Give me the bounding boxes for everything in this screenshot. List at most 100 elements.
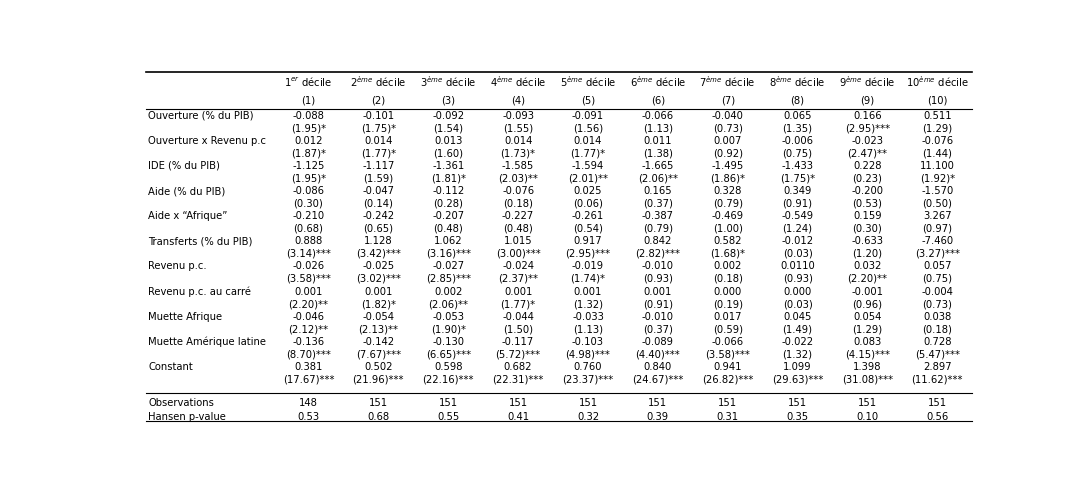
Text: 151: 151: [718, 398, 738, 408]
Text: 0.511: 0.511: [923, 110, 952, 120]
Text: (3.14)***: (3.14)***: [286, 249, 331, 259]
Text: Muette Amérique latine: Muette Amérique latine: [149, 336, 266, 347]
Text: (0.93): (0.93): [782, 274, 813, 284]
Text: 0.001: 0.001: [503, 287, 533, 297]
Text: (3.16)***: (3.16)***: [425, 249, 471, 259]
Text: -0.022: -0.022: [781, 337, 814, 347]
Text: (0.73): (0.73): [922, 299, 953, 309]
Text: -1.594: -1.594: [572, 161, 604, 171]
Text: (3.27)***: (3.27)***: [915, 249, 960, 259]
Text: 0.166: 0.166: [853, 110, 882, 120]
Text: (1.38): (1.38): [643, 148, 673, 158]
Text: (2.06)**: (2.06)**: [429, 299, 469, 309]
Text: (0.14): (0.14): [363, 199, 393, 209]
Text: -0.025: -0.025: [362, 262, 395, 271]
Text: -0.040: -0.040: [712, 110, 743, 120]
Text: 151: 151: [369, 398, 388, 408]
Text: (29.63)***: (29.63)***: [771, 374, 824, 384]
Text: -0.004: -0.004: [921, 287, 954, 297]
Text: (1.74)*: (1.74)*: [571, 274, 605, 284]
Text: -0.026: -0.026: [292, 262, 324, 271]
Text: (26.82)***: (26.82)***: [702, 374, 753, 384]
Text: -0.117: -0.117: [502, 337, 534, 347]
Text: 0.001: 0.001: [574, 287, 602, 297]
Text: (1.92)*: (1.92)*: [920, 173, 955, 183]
Text: -0.130: -0.130: [432, 337, 464, 347]
Text: 1.128: 1.128: [365, 236, 393, 246]
Text: (8.70)***: (8.70)***: [286, 349, 331, 360]
Text: (2.95)***: (2.95)***: [845, 123, 890, 133]
Text: 1.099: 1.099: [783, 362, 812, 372]
Text: (11.62)***: (11.62)***: [911, 374, 963, 384]
Text: -0.136: -0.136: [292, 337, 324, 347]
Text: 0.381: 0.381: [294, 362, 322, 372]
Text: (23.37)***: (23.37)***: [562, 374, 614, 384]
Text: -0.549: -0.549: [781, 211, 814, 221]
Text: 2$^{ème}$ décile: 2$^{ème}$ décile: [350, 75, 407, 89]
Text: -0.024: -0.024: [502, 262, 534, 271]
Text: -0.101: -0.101: [362, 110, 395, 120]
Text: -1.117: -1.117: [362, 161, 395, 171]
Text: (3.00)***: (3.00)***: [496, 249, 540, 259]
Text: Hansen p-value: Hansen p-value: [149, 412, 226, 422]
Text: (3.42)***: (3.42)***: [356, 249, 400, 259]
Text: 10$^{ème}$ décile: 10$^{ème}$ décile: [906, 75, 969, 89]
Text: -0.112: -0.112: [432, 186, 464, 196]
Text: (0.75): (0.75): [922, 274, 953, 284]
Text: (0.37): (0.37): [643, 199, 673, 209]
Text: -0.200: -0.200: [852, 186, 883, 196]
Text: 0.888: 0.888: [294, 236, 322, 246]
Text: (4): (4): [511, 96, 525, 106]
Text: (22.31)***: (22.31)***: [493, 374, 544, 384]
Text: -0.047: -0.047: [362, 186, 394, 196]
Text: (4.98)***: (4.98)***: [565, 349, 611, 360]
Text: 0.165: 0.165: [643, 186, 673, 196]
Text: (0.65): (0.65): [363, 224, 394, 234]
Text: (3.58)***: (3.58)***: [286, 274, 331, 284]
Text: 0.53: 0.53: [297, 412, 319, 422]
Text: (1.00): (1.00): [713, 224, 742, 234]
Text: 0.057: 0.057: [923, 262, 952, 271]
Text: -0.010: -0.010: [642, 262, 674, 271]
Text: (2.06)**: (2.06)**: [638, 173, 678, 183]
Text: Muette Afrique: Muette Afrique: [149, 312, 222, 322]
Text: (1.32): (1.32): [573, 299, 603, 309]
Text: (1.13): (1.13): [642, 123, 673, 133]
Text: -0.210: -0.210: [292, 211, 324, 221]
Text: (7): (7): [720, 96, 735, 106]
Text: -0.053: -0.053: [432, 312, 464, 322]
Text: (0.92): (0.92): [713, 148, 743, 158]
Text: Ouverture (% du PIB): Ouverture (% du PIB): [149, 110, 254, 120]
Text: (7.67)***: (7.67)***: [356, 349, 400, 360]
Text: (1.29): (1.29): [922, 123, 953, 133]
Text: Constant: Constant: [149, 362, 193, 372]
Text: (0.97): (0.97): [922, 224, 953, 234]
Text: (2.20)**: (2.20)**: [289, 299, 329, 309]
Text: (8): (8): [791, 96, 805, 106]
Text: (22.16)***: (22.16)***: [422, 374, 474, 384]
Text: -1.361: -1.361: [432, 161, 464, 171]
Text: (0.73): (0.73): [713, 123, 742, 133]
Text: 0.228: 0.228: [853, 161, 882, 171]
Text: (1.60): (1.60): [433, 148, 463, 158]
Text: -0.086: -0.086: [293, 186, 324, 196]
Text: (0.79): (0.79): [642, 224, 673, 234]
Text: (4.15)***: (4.15)***: [845, 349, 890, 360]
Text: -0.006: -0.006: [781, 136, 814, 146]
Text: (0.30): (0.30): [853, 224, 882, 234]
Text: (0.48): (0.48): [433, 224, 463, 234]
Text: 0.000: 0.000: [714, 287, 742, 297]
Text: 0.728: 0.728: [923, 337, 952, 347]
Text: -0.089: -0.089: [642, 337, 674, 347]
Text: -0.076: -0.076: [921, 136, 954, 146]
Text: (1.56): (1.56): [573, 123, 603, 133]
Text: 0.39: 0.39: [647, 412, 669, 422]
Text: -0.227: -0.227: [502, 211, 534, 221]
Text: (2.85)***: (2.85)***: [425, 274, 471, 284]
Text: Transferts (% du PIB): Transferts (% du PIB): [149, 236, 253, 246]
Text: (0.50): (0.50): [922, 199, 953, 209]
Text: -1.665: -1.665: [641, 161, 674, 171]
Text: (1.95)*: (1.95)*: [291, 173, 326, 183]
Text: 0.840: 0.840: [643, 362, 672, 372]
Text: (1.75)*: (1.75)*: [361, 123, 396, 133]
